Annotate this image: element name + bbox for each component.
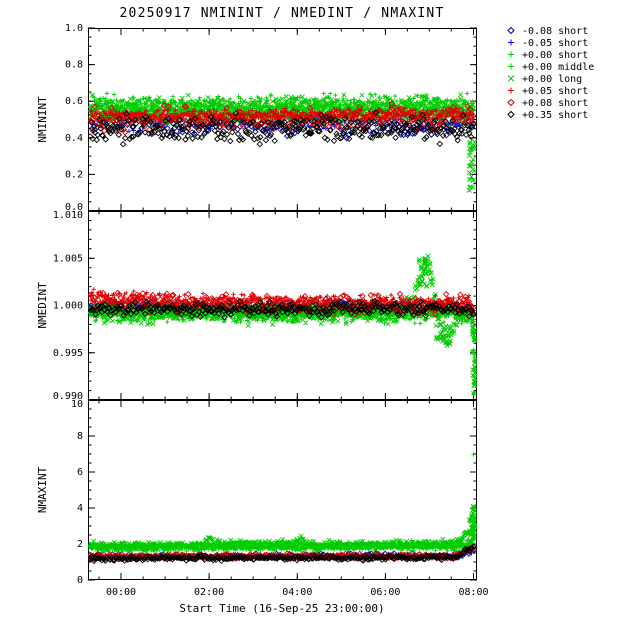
y-tick-label: 8 xyxy=(77,431,83,442)
y-tick-label: 0.8 xyxy=(65,60,83,71)
y-tick-label: 0.0 xyxy=(65,202,83,213)
legend-label: +0.08 short xyxy=(522,98,588,109)
tick-labels: 0.0 0.2 0.4 0.6 0.8 1.0 0.990 0.995 1.000 1.005 1.… xyxy=(53,23,489,598)
series-0-35-short xyxy=(88,543,477,565)
legend-label: +0.00 middle xyxy=(522,62,594,73)
y-tick-label: 1.0 xyxy=(65,23,83,34)
y-tick-label: 0.990 xyxy=(53,391,83,402)
legend-plus-icon xyxy=(508,51,514,58)
series-0-00-short xyxy=(88,452,477,554)
y-tick-label: 0.4 xyxy=(65,133,83,144)
x-tick-label: 00:00 xyxy=(106,587,136,598)
series-0-35-short xyxy=(88,297,477,321)
legend-label: -0.08 short xyxy=(522,26,588,37)
y-tick-label: 0.2 xyxy=(65,169,83,180)
x-tick-label: 04:00 xyxy=(282,587,312,598)
legend-diamond-icon xyxy=(507,110,515,119)
y-tick-label: 1.005 xyxy=(53,253,83,264)
y-tick-label: 2 xyxy=(77,539,83,550)
legend-plus-icon xyxy=(508,39,514,46)
legend-plus-icon xyxy=(508,87,514,94)
series-0-35-short xyxy=(88,109,477,148)
legend: -0.08 short-0.05 short+0.00 short+0.00 m… xyxy=(507,26,594,121)
y-tick-label: 0.6 xyxy=(65,96,83,107)
x-tick-label: 06:00 xyxy=(370,587,400,598)
legend-label: +0.00 long xyxy=(522,74,582,85)
legend-label: -0.05 short xyxy=(522,38,588,49)
x-tick-label: 08:00 xyxy=(458,587,488,598)
y-tick-label: 1.000 xyxy=(53,301,83,312)
y-axis-title-nmaxint: NMAXINT xyxy=(36,466,49,513)
panel-series-nmaxint xyxy=(88,452,477,565)
y-axis-title-nminint: NMININT xyxy=(36,96,49,143)
y-tick-label: 4 xyxy=(77,503,83,514)
legend-label: +0.35 short xyxy=(522,110,588,121)
legend-label: +0.05 short xyxy=(522,86,588,97)
legend-plus-icon xyxy=(508,63,514,70)
panel-series-nmedint xyxy=(88,253,477,396)
plot-title: 20250917 NMININT / NMEDINT / NMAXINT xyxy=(120,6,445,21)
panel-series-nminint xyxy=(88,91,477,193)
y-tick-label: 10 xyxy=(71,399,83,410)
y-tick-label: 6 xyxy=(77,467,83,478)
plot-content: 0.0 0.2 0.4 0.6 0.8 1.0 0.990 0.995 1.000 1.005 1.… xyxy=(53,23,594,598)
legend-label: +0.00 short xyxy=(522,50,588,61)
legend-diamond-icon xyxy=(507,98,515,107)
x-axis-title: Start Time (16-Sep-25 23:00:00) xyxy=(179,602,384,615)
y-axis-title-nmedint: NMEDINT xyxy=(36,282,49,329)
legend-diamond-icon xyxy=(507,26,515,35)
legend-cross-icon xyxy=(507,75,515,82)
series-0-00-long xyxy=(88,253,477,396)
y-tick-label: 0.995 xyxy=(53,348,83,359)
y-tick-label: 0 xyxy=(77,575,83,586)
x-tick-label: 02:00 xyxy=(194,587,224,598)
series-0-00-long xyxy=(88,503,477,555)
y-tick-label: 1.010 xyxy=(53,210,83,221)
